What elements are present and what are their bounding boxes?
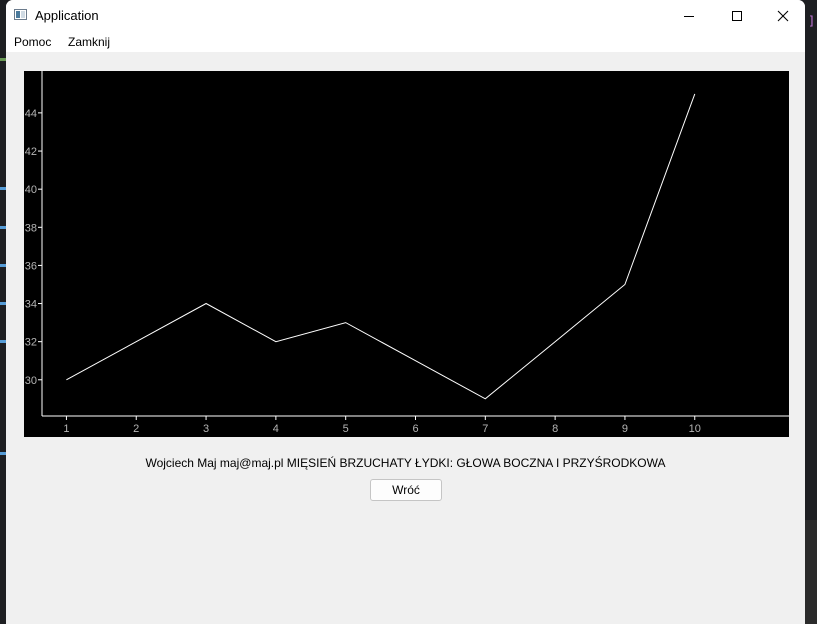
- y-tick-label: 36: [25, 260, 37, 272]
- background-mark: [0, 340, 6, 343]
- window-title: Application: [35, 8, 99, 23]
- background-right-strip: [805, 520, 817, 624]
- x-tick-label: 5: [343, 423, 349, 435]
- back-button[interactable]: Wróć: [370, 479, 442, 501]
- menu-item-pomoc[interactable]: Pomoc: [14, 35, 52, 49]
- x-tick-label: 4: [273, 423, 279, 435]
- y-tick-label: 42: [25, 146, 37, 158]
- maximize-icon: [732, 10, 742, 21]
- author-and-muscle-caption: Wojciech Maj maj@maj.pl MIĘSIEŃ BRZUCHAT…: [145, 456, 666, 470]
- background-mark: [0, 226, 6, 229]
- main-content: 1 2 3 4 5 6 7 8 9 10 30 32 34 36 38 40 42 44 Wojciech Maj…: [6, 52, 805, 624]
- background-mark: [0, 302, 6, 305]
- application-window: Application Pomoc Zamknij 1 2 3 4 5 6 7 8 9 10: [6, 0, 805, 624]
- app-window-icon: [14, 9, 27, 20]
- background-editor-gutter: [0, 0, 8, 624]
- menu-item-zamknij[interactable]: Zamknij: [68, 35, 111, 49]
- y-tick-label: 30: [25, 375, 37, 387]
- x-tick-label: 2: [133, 423, 139, 435]
- title-bar[interactable]: Application: [6, 0, 805, 31]
- y-tick-label: 44: [25, 108, 37, 120]
- background-mark: [0, 264, 6, 267]
- x-tick-label: 9: [622, 423, 628, 435]
- x-tick-label: 8: [552, 423, 558, 435]
- x-tick-label: 7: [482, 423, 488, 435]
- close-icon: [777, 10, 789, 21]
- x-tick-label: 6: [412, 423, 418, 435]
- y-tick-label: 38: [25, 222, 37, 234]
- background-right-panel: [805, 0, 817, 624]
- minimize-button[interactable]: [666, 0, 712, 31]
- x-tick-label: 1: [63, 423, 69, 435]
- close-button[interactable]: [760, 0, 805, 31]
- minimize-icon: [684, 15, 694, 17]
- background-mark: [0, 58, 6, 61]
- chart-series-line: [66, 93, 696, 400]
- y-tick-label: 32: [25, 337, 37, 349]
- maximize-button[interactable]: [714, 0, 760, 31]
- x-tick-label: 3: [203, 423, 209, 435]
- background-mark: [0, 187, 6, 190]
- y-tick-label: 40: [25, 184, 37, 196]
- x-tick-label: 10: [689, 423, 701, 435]
- menu-bar: Pomoc Zamknij: [6, 31, 805, 52]
- background-bracket-glyph: ]: [808, 14, 816, 28]
- background-mark: [0, 452, 6, 455]
- y-tick-label: 34: [25, 299, 37, 311]
- chart-plot-background: [24, 71, 789, 437]
